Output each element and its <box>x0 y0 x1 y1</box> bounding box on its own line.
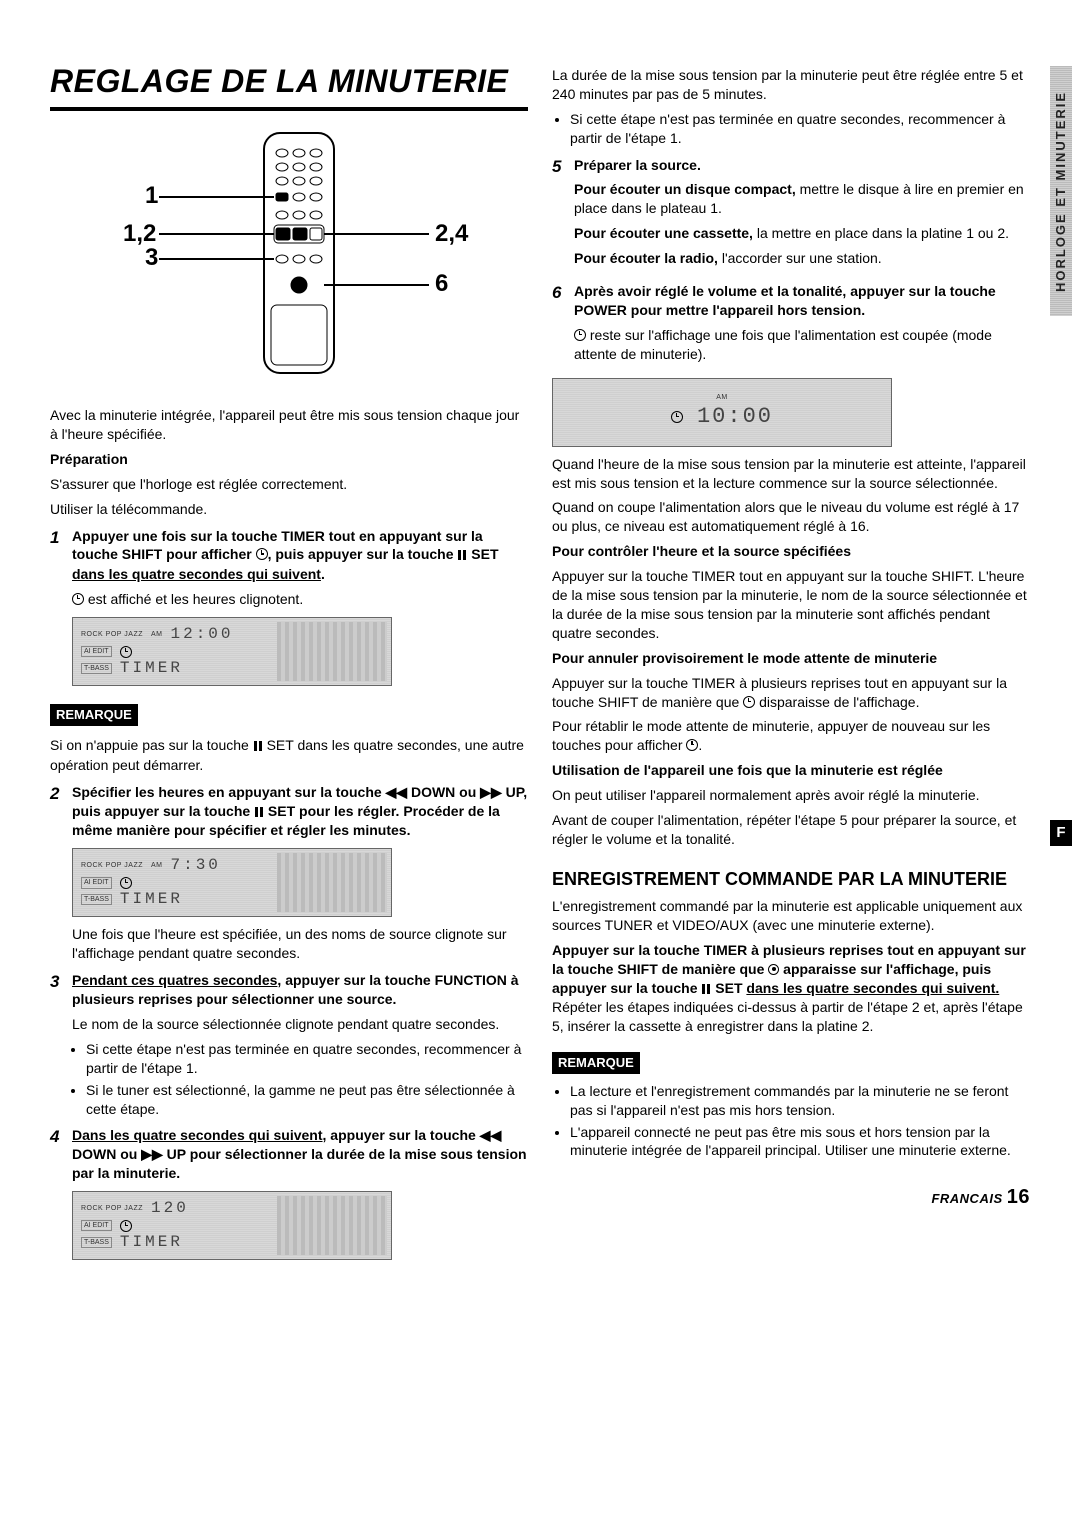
ctrl-text: Appuyer sur la touche TIMER tout en appu… <box>552 567 1030 643</box>
lcd-display-4: AM 10:00 <box>552 378 892 447</box>
sec2-p2: Appuyer sur la touche TIMER à plusieurs … <box>552 941 1030 1036</box>
cancel-p1: Appuyer sur la touche TIMER à plusieurs … <box>552 674 1030 712</box>
step-3: 3 Pendant ces quatres secondes, appuyer … <box>50 971 528 1009</box>
rc-bullets: Si cette étape n'est pas terminée en qua… <box>570 110 1030 148</box>
pause-icon <box>457 546 467 565</box>
step-5: 5 Préparer la source. Pour écouter un di… <box>552 156 1030 274</box>
after-1: Quand l'heure de la mise sous tension pa… <box>552 455 1030 493</box>
page-title: REGLAGE DE LA MINUTERIE <box>50 60 528 111</box>
after-2: Quand on coupe l'alimentation alors que … <box>552 498 1030 536</box>
callout-12: 1,2 <box>123 220 156 247</box>
clock-icon <box>256 548 268 560</box>
ctrl-heading: Pour contrôler l'heure et la source spéc… <box>552 542 1030 561</box>
step-3-sub: Le nom de la source sélectionnée clignot… <box>72 1015 528 1034</box>
step-6: 6 Après avoir réglé le volume et la tona… <box>552 282 1030 370</box>
pause-icon <box>254 803 264 822</box>
pause-icon <box>253 737 263 756</box>
callout-3: 3 <box>145 244 158 271</box>
step-1-sub: est affiché et les heures clignotent. <box>72 590 528 609</box>
intro-text: Avec la minuterie intégrée, l'appareil p… <box>50 406 528 444</box>
clock-icon <box>72 593 84 605</box>
language-tab-f: F <box>1050 820 1072 846</box>
lcd-display-2: ROCK POP JAZZ AM 7:30 AI EDIT T-BASS TIM… <box>72 848 392 917</box>
remarque-badge: REMARQUE <box>552 1052 640 1074</box>
cancel-p2: Pour rétablir le mode attente de minuter… <box>552 717 1030 755</box>
step-2-sub: Une fois que l'heure est spécifiée, un d… <box>72 925 528 963</box>
section-2-heading: ENREGISTREMENT COMMANDE PAR LA MINUTERIE <box>552 867 1030 891</box>
remarque-1-text: Si on n'appuie pas sur la touche SET dan… <box>50 736 528 775</box>
record-icon <box>768 964 779 975</box>
rc-intro: La durée de la mise sous tension par la … <box>552 66 1030 104</box>
cancel-heading: Pour annuler provisoirement le mode atte… <box>552 649 1030 668</box>
clock-icon <box>574 329 586 341</box>
sec2-p1: L'enregistrement commandé par la minuter… <box>552 897 1030 935</box>
lcd-display-3: ROCK POP JAZZ 120 AI EDIT T-BASS TIMER <box>72 1191 392 1260</box>
callout-24: 2,4 <box>435 220 469 247</box>
remarque-badge: REMARQUE <box>50 704 138 726</box>
callout-6: 6 <box>435 270 448 297</box>
step-3-bullets: Si cette étape n'est pas terminée en qua… <box>86 1040 528 1119</box>
step-1: 1 Appuyer une fois sur la touche TIMER t… <box>50 527 528 585</box>
remote-diagram: 1 1,2 3 2,4 6 <box>50 125 528 390</box>
page-footer: FRANCAIS 16 <box>552 1184 1030 1211</box>
clock-icon <box>686 739 698 751</box>
step-2: 2 Spécifier les heures en appuyant sur l… <box>50 783 528 841</box>
use-p2: Avant de couper l'alimentation, répéter … <box>552 811 1030 849</box>
use-heading: Utilisation de l'appareil une fois que l… <box>552 761 1030 780</box>
remarque-2-bullets: La lecture et l'enregistrement commandés… <box>570 1082 1030 1161</box>
use-p1: On peut utiliser l'appareil normalement … <box>552 786 1030 805</box>
callout-1: 1 <box>145 182 158 209</box>
clock-icon <box>120 877 132 889</box>
prep-heading: Préparation <box>50 451 128 467</box>
clock-icon <box>120 646 132 658</box>
lcd-display-1: ROCK POP JAZZ AM 12:00 AI EDIT T-BASS TI… <box>72 617 392 686</box>
use-remote-text: Utiliser la télécommande. <box>50 500 528 519</box>
clock-icon <box>671 411 683 423</box>
side-tab: HORLOGE ET MINUTERIE <box>1050 66 1072 316</box>
prep-text: S'assurer que l'horloge est réglée corre… <box>50 475 528 494</box>
clock-icon <box>120 1220 132 1232</box>
step-4: 4 Dans les quatre secondes qui suivent, … <box>50 1126 528 1183</box>
clock-icon <box>743 696 755 708</box>
pause-icon <box>701 980 711 999</box>
